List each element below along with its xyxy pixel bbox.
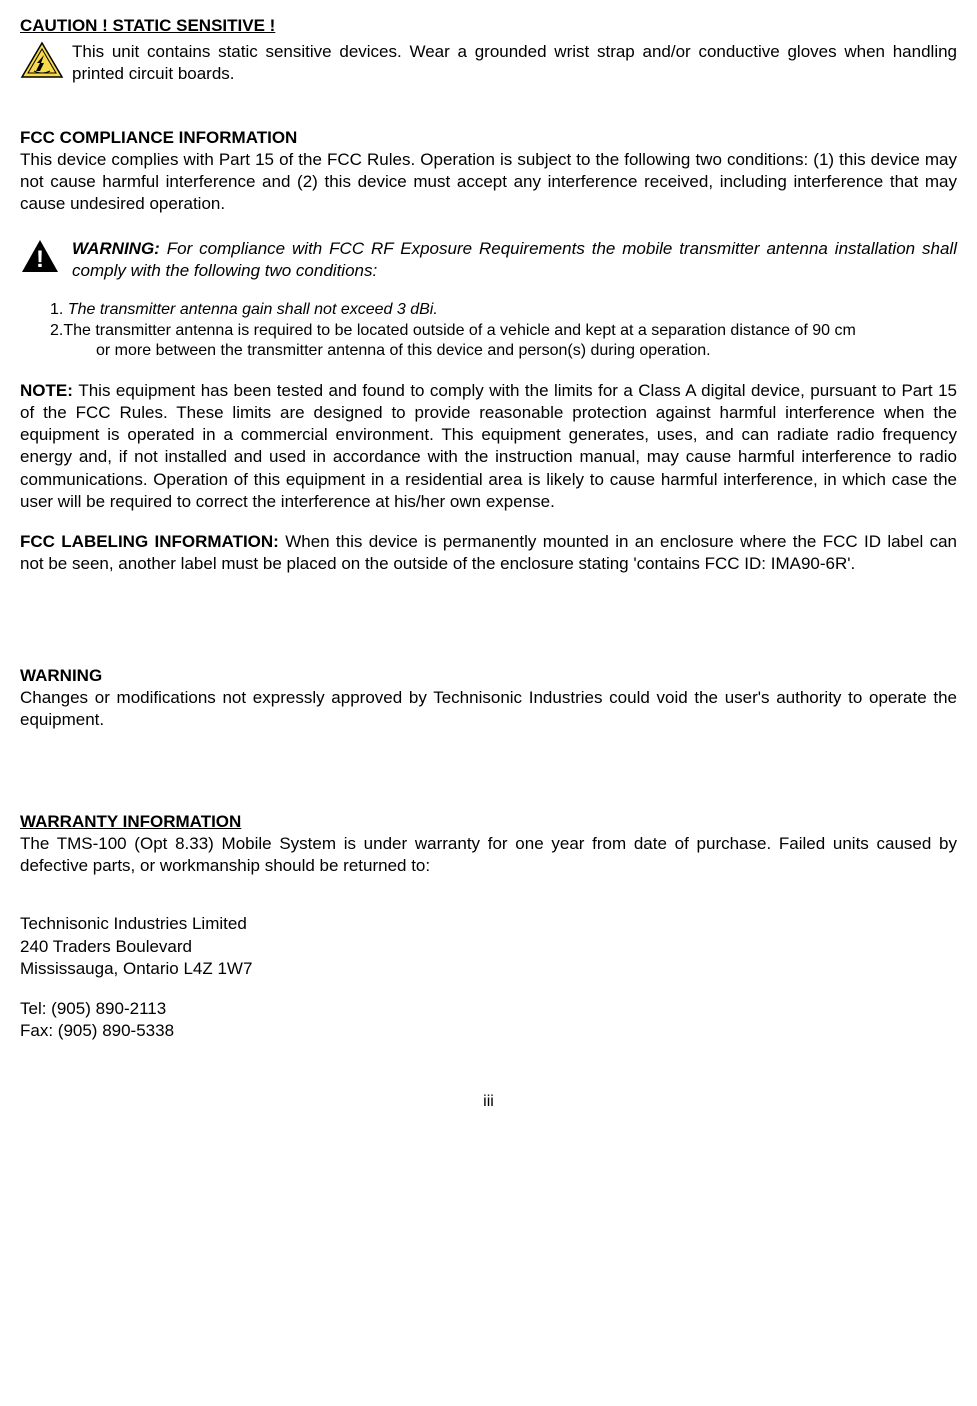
item2-text-part2: or more between the transmitter antenna … — [96, 341, 957, 362]
page-number: iii — [20, 1092, 957, 1113]
caution-text: This unit contains static sensitive devi… — [72, 41, 957, 85]
fcc-warning-label: WARNING: — [72, 239, 160, 258]
warranty-tel: Tel: (905) 890-2113 — [20, 998, 957, 1020]
fcc-condition-1: 1. The transmitter antenna gain shall no… — [50, 300, 957, 321]
warranty-address3: Mississauga, Ontario L4Z 1W7 — [20, 958, 957, 980]
fcc-intro: This device complies with Part 15 of the… — [20, 149, 957, 215]
warranty-address1: Technisonic Industries Limited — [20, 913, 957, 935]
fcc-labeling-label: FCC LABELING INFORMATION: — [20, 532, 285, 551]
warning-icon: ! — [20, 238, 72, 280]
warranty-fax: Fax: (905) 890-5338 — [20, 1020, 957, 1042]
svg-text:!: ! — [36, 246, 44, 273]
esd-icon — [20, 41, 72, 87]
fcc-condition-2: 2. The transmitter antenna is required t… — [50, 321, 957, 363]
caution-heading: CAUTION ! STATIC SENSITIVE ! — [20, 15, 957, 37]
warning-heading: WARNING — [20, 665, 957, 687]
item1-text: The transmitter antenna gain shall not e… — [68, 301, 438, 318]
fcc-warning-row: ! WARNING: For compliance with FCC RF Ex… — [20, 238, 957, 282]
warranty-heading: WARRANTY INFORMATION — [20, 811, 957, 833]
warranty-address2: 240 Traders Boulevard — [20, 936, 957, 958]
fcc-labeling: FCC LABELING INFORMATION: When this devi… — [20, 531, 957, 575]
warning-text: Changes or modifications not expressly a… — [20, 687, 957, 731]
caution-row: This unit contains static sensitive devi… — [20, 41, 957, 87]
fcc-heading: FCC COMPLIANCE INFORMATION — [20, 127, 957, 149]
fcc-note-text: This equipment has been tested and found… — [20, 381, 957, 510]
item1-num: 1. — [50, 301, 68, 318]
fcc-note: NOTE: This equipment has been tested and… — [20, 380, 957, 513]
fcc-warning-body: For compliance with FCC RF Exposure Requ… — [72, 239, 957, 280]
warranty-text: The TMS-100 (Opt 8.33) Mobile System is … — [20, 833, 957, 877]
item2-text-part1: The transmitter antenna is required to b… — [63, 322, 855, 339]
fcc-note-label: NOTE: — [20, 381, 78, 400]
item2-num: 2. — [50, 322, 63, 339]
fcc-warning-text: WARNING: For compliance with FCC RF Expo… — [72, 238, 957, 282]
